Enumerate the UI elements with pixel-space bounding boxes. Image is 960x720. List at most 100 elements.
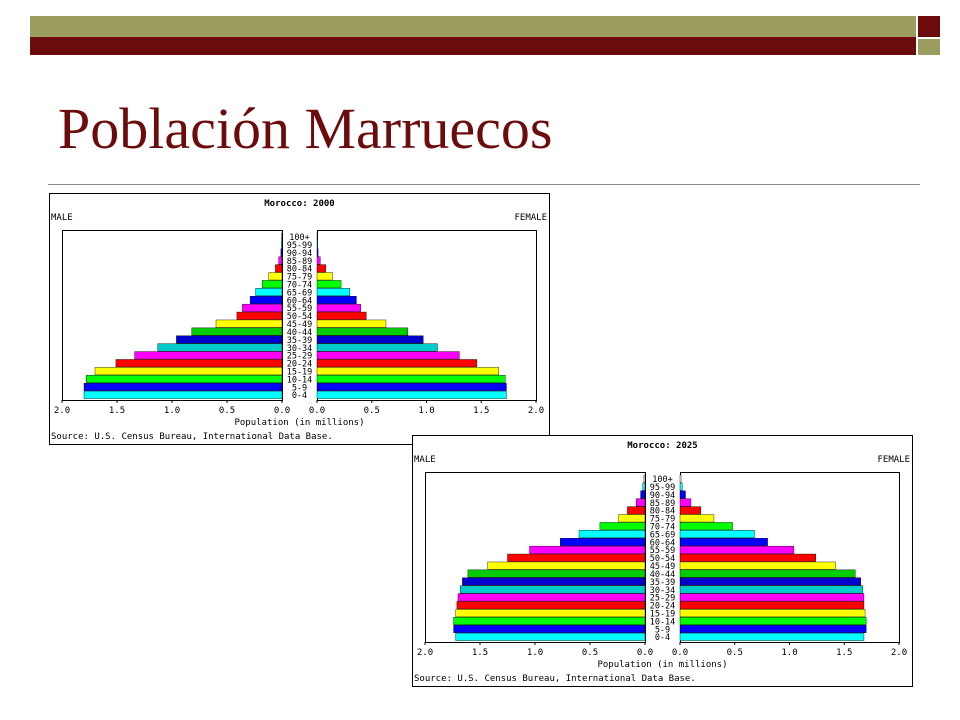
male-bar xyxy=(242,303,283,312)
age-group-label: 0-4 xyxy=(655,633,670,643)
male-bar xyxy=(467,569,646,578)
female-bar xyxy=(679,624,867,633)
age-group-label: 20-24 xyxy=(650,602,676,612)
female-bar xyxy=(316,382,507,391)
female-bar xyxy=(679,482,683,491)
header-square-light xyxy=(918,39,940,55)
female-label: FEMALE xyxy=(514,213,547,223)
female-bar xyxy=(679,545,795,554)
age-group-label: 10-14 xyxy=(287,375,313,385)
age-group-label: 85-89 xyxy=(650,499,676,509)
age-group-label: 55-59 xyxy=(287,304,313,314)
chart-title: Morocco: 2025 xyxy=(627,441,697,451)
male-label: MALE xyxy=(51,213,73,223)
female-bar xyxy=(679,474,682,483)
male-tick-label: 0.5 xyxy=(219,406,235,416)
header-square-dark xyxy=(918,16,940,37)
male-bar xyxy=(453,617,646,625)
female-bar xyxy=(679,617,867,625)
male-bar xyxy=(455,632,646,641)
female-bar xyxy=(316,288,351,297)
male-tick-label: 2.0 xyxy=(54,406,70,416)
male-bar xyxy=(642,482,646,491)
female-tick-label: 1.5 xyxy=(473,406,489,416)
male-bar xyxy=(83,390,283,399)
male-bar xyxy=(115,359,283,368)
male-bar xyxy=(453,624,646,633)
age-group-label: 65-69 xyxy=(650,530,676,540)
female-bar xyxy=(679,601,865,610)
male-bar xyxy=(487,561,646,570)
age-group-label: 70-74 xyxy=(650,523,676,533)
age-group-label: 80-84 xyxy=(650,507,676,517)
male-label: MALE xyxy=(414,455,436,465)
male-bar xyxy=(249,296,283,304)
male-tick-label: 2.0 xyxy=(417,648,433,658)
title-divider xyxy=(48,184,920,185)
female-bar xyxy=(316,256,321,265)
male-bar xyxy=(157,343,283,352)
female-bar xyxy=(679,593,865,602)
age-group-label: 15-19 xyxy=(650,609,676,619)
female-bar xyxy=(679,569,856,578)
female-bar xyxy=(679,522,733,531)
chart-frame xyxy=(49,193,550,445)
male-bar xyxy=(578,530,646,539)
age-group-label: 85-89 xyxy=(287,257,313,267)
female-bar xyxy=(316,311,367,320)
age-group-label: 45-49 xyxy=(650,562,676,572)
female-bar xyxy=(316,296,357,304)
age-group-label: 60-64 xyxy=(650,538,676,548)
male-bar xyxy=(462,577,646,586)
male-bar xyxy=(236,311,283,320)
female-bar xyxy=(316,390,507,399)
male-bar xyxy=(268,272,283,281)
population-pyramid-2000: Morocco: 2000 MALE FEMALE 0-4 5-9 10-14 15-19 2… xyxy=(49,193,550,450)
male-bar xyxy=(275,264,283,273)
male-bar xyxy=(618,514,646,523)
female-bar xyxy=(316,367,499,376)
age-group-label: 80-84 xyxy=(287,265,313,275)
male-bar xyxy=(176,335,283,344)
male-bar xyxy=(627,506,646,515)
age-group-label: 15-19 xyxy=(287,367,313,377)
female-bar xyxy=(679,609,866,618)
male-bar xyxy=(507,553,646,562)
chart-title: Morocco: 2000 xyxy=(264,199,334,209)
male-tick-label: 0.5 xyxy=(582,648,598,658)
age-group-label: 40-44 xyxy=(287,328,313,338)
age-group-label: 45-49 xyxy=(287,320,313,330)
female-bar xyxy=(679,490,686,499)
age-group-label: 35-39 xyxy=(650,578,676,588)
age-group-label: 30-34 xyxy=(287,344,313,354)
age-group-label: 5-9 xyxy=(292,383,307,393)
female-bar xyxy=(316,359,478,368)
male-bar xyxy=(529,545,646,554)
male-bar xyxy=(635,498,646,507)
age-group-label: 75-79 xyxy=(287,273,313,283)
female-bar xyxy=(679,632,865,641)
male-bar xyxy=(83,382,283,391)
female-bar xyxy=(679,577,861,586)
age-group-label: 90-94 xyxy=(650,491,676,501)
female-tick-label: 2.0 xyxy=(528,406,544,416)
age-group-label: 70-74 xyxy=(287,281,313,291)
female-tick-label: 0.0 xyxy=(672,648,688,658)
age-group-label: 100+ xyxy=(652,475,672,485)
male-bar xyxy=(643,474,646,483)
female-tick-label: 2.0 xyxy=(891,648,907,658)
age-group-label: 5-9 xyxy=(655,625,670,635)
female-tick-label: 0.5 xyxy=(364,406,380,416)
female-bar xyxy=(679,585,864,594)
slide-title: Población Marruecos xyxy=(58,96,553,161)
age-group-label: 30-34 xyxy=(650,586,676,596)
male-tick-label: 1.0 xyxy=(527,648,543,658)
female-bar xyxy=(316,280,342,289)
age-group-label: 75-79 xyxy=(650,515,676,525)
male-bar xyxy=(134,351,283,360)
female-tick-label: 1.0 xyxy=(781,648,797,658)
chart-frame xyxy=(412,435,913,687)
age-group-label: 90-94 xyxy=(287,249,313,259)
female-bar xyxy=(316,335,424,344)
female-bar xyxy=(679,514,715,523)
